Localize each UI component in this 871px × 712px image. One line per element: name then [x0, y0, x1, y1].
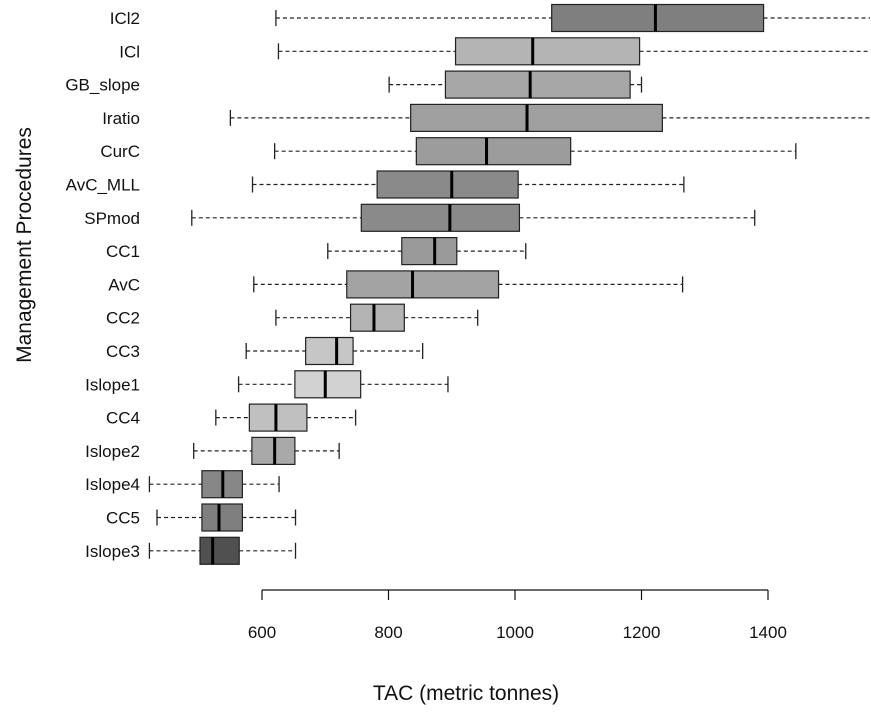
- box-CC4: [215, 403, 357, 432]
- y-tick-label: Islope4: [85, 475, 140, 494]
- x-tick-label: 600: [248, 623, 276, 642]
- box-CC3: [245, 336, 424, 366]
- box-Iratio: [229, 103, 870, 133]
- y-tick-label: Iratio: [102, 109, 140, 128]
- iqr-box: [199, 536, 240, 565]
- x-tick-label: 800: [374, 623, 402, 642]
- y-tick-label: CC3: [106, 342, 140, 361]
- box-AvC: [253, 270, 684, 299]
- x-tick-label: 1200: [623, 623, 661, 642]
- iqr-box: [454, 37, 641, 66]
- box-CC5: [156, 503, 297, 532]
- iqr-box: [201, 503, 243, 532]
- iqr-box: [349, 303, 405, 332]
- iqr-box: [248, 403, 308, 432]
- y-tick-label: GB_slope: [65, 76, 140, 95]
- iqr-box: [410, 103, 663, 133]
- box-CC1: [327, 237, 527, 266]
- iqr-box: [346, 270, 500, 299]
- iqr-box: [294, 370, 362, 399]
- y-tick-label: CC1: [106, 242, 140, 261]
- y-tick-label: ICl: [119, 42, 140, 61]
- x-axis-title: TAC (metric tonnes): [373, 682, 559, 705]
- iqr-box: [415, 137, 572, 166]
- iqr-box: [376, 170, 519, 199]
- y-tick-label: AvC: [108, 275, 140, 294]
- iqr-box: [551, 3, 765, 33]
- y-tick-label: Islope2: [85, 442, 140, 461]
- iqr-box: [401, 237, 458, 266]
- y-tick-label: ICl2: [110, 9, 140, 28]
- y-axis-title: Management Procedures: [13, 127, 36, 363]
- y-tick-label: CurC: [100, 142, 140, 161]
- box-CurC: [273, 137, 797, 166]
- iqr-box: [305, 336, 354, 366]
- x-tick-label: 1000: [496, 623, 534, 642]
- box-Islope2: [193, 436, 340, 465]
- y-tick-label: CC5: [106, 509, 140, 528]
- box-GB_slope: [388, 70, 643, 99]
- box-Islope1: [237, 370, 449, 399]
- box-ICl2: [275, 3, 870, 33]
- box-AvC_MLL: [251, 170, 685, 199]
- box-Islope4: [148, 470, 280, 499]
- x-axis: 600 800 1000 1200 1400: [248, 589, 787, 642]
- box-ICl: [277, 37, 870, 66]
- box-Islope3: [148, 536, 297, 565]
- y-tick-label: CC4: [106, 409, 140, 428]
- y-tick-label: SPmod: [84, 209, 140, 228]
- y-tick-label: Islope3: [85, 542, 140, 561]
- iqr-box: [444, 70, 631, 99]
- iqr-box: [360, 203, 521, 232]
- box-CC2: [275, 303, 479, 332]
- box-SPmod: [191, 203, 756, 232]
- y-tick-label: CC2: [106, 309, 140, 328]
- y-axis-labels: ICl2 ICl GB_slope Iratio CurC AvC_MLL SPmod CC1…: [65, 9, 140, 561]
- x-tick-label: 1400: [749, 623, 787, 642]
- y-tick-label: Islope1: [85, 375, 140, 394]
- y-tick-label: AvC_MLL: [66, 176, 140, 195]
- boxes-layer: [148, 3, 870, 565]
